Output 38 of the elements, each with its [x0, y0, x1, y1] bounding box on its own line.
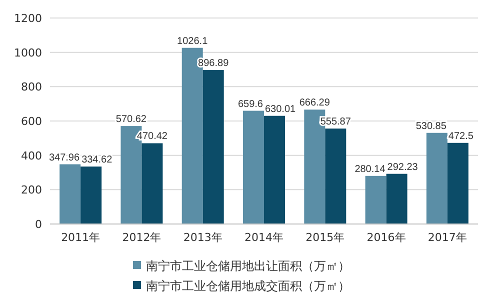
bar	[142, 143, 163, 224]
bar	[202, 70, 224, 224]
data-label: 1026.1	[177, 36, 208, 47]
y-tick-label: 1200	[14, 12, 42, 25]
x-tick-label: 2012年	[122, 231, 162, 244]
x-tick-label: 2013年	[183, 231, 222, 244]
bar	[426, 132, 448, 224]
x-tick-label: 2015年	[306, 231, 345, 244]
y-tick-label: 1000	[14, 46, 42, 60]
y-tick-label: 600	[21, 115, 42, 128]
y-tick-label: 400	[21, 149, 42, 162]
bar	[60, 164, 81, 224]
data-label: 659.6	[238, 98, 264, 110]
data-label: 280.14	[354, 164, 386, 175]
x-tick-label: 2014年	[244, 231, 284, 244]
y-tick-label: 200	[21, 184, 42, 197]
bar	[243, 110, 264, 224]
legend-label: 南宁市工业仓储用地成交面积（万㎡）	[146, 279, 350, 293]
data-label: 472.5	[448, 130, 474, 142]
data-label: 630.01	[265, 104, 296, 115]
y-tick-label: 0	[35, 218, 42, 231]
data-label: 530.85	[416, 120, 447, 132]
legend-label: 南宁市工业仓储用地出让面积（万㎡）	[146, 259, 350, 273]
bar	[80, 166, 102, 224]
data-label: 666.29	[299, 98, 330, 109]
data-label: 347.96	[48, 152, 80, 164]
x-tick-label: 2017年	[428, 231, 467, 244]
x-tick-label: 2016年	[366, 231, 406, 244]
y-tick-label: 800	[21, 80, 42, 94]
data-label: 570.62	[116, 114, 147, 126]
bar	[365, 176, 386, 224]
x-tick-label: 2011年	[61, 231, 100, 244]
bar	[325, 128, 346, 224]
data-label: 292.23	[387, 162, 418, 173]
bar	[447, 142, 468, 224]
bar	[386, 174, 408, 224]
data-label: 334.62	[82, 154, 113, 166]
bar	[264, 116, 285, 224]
